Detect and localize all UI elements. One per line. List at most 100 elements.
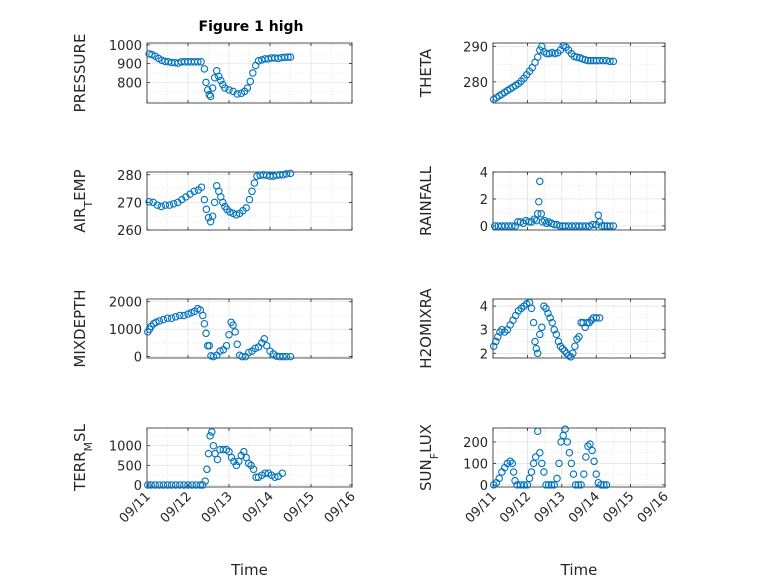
y-axis-label: THETA [417,48,435,98]
data-point [208,212,217,220]
axes-box [146,427,353,488]
data-point [249,465,258,474]
data-point [560,347,569,355]
data-point [159,315,168,324]
data-point [227,453,236,462]
data-point [494,333,502,341]
data-point [585,318,594,327]
data-point [509,468,518,476]
data-point [542,49,551,58]
data-point [163,481,172,489]
data-point [254,57,263,65]
data-point [153,201,162,209]
y-axis-label: TERRMSL [71,423,95,492]
data-point [550,220,558,229]
data-point [217,76,225,85]
data-point [194,58,202,66]
y-axis-label: AIRTEMP [71,169,95,232]
panel-h2omixra: 2 3 4 H2OMIXRA [417,288,666,369]
data-point [190,187,198,196]
markers-terr_msl [144,428,287,489]
y-tick-label: 900 [117,58,142,73]
data-point [286,53,295,61]
y-tick-label: 4 [480,166,488,181]
data-point [230,457,238,466]
data-point [555,222,564,230]
data-point [203,86,212,94]
data-point [546,314,554,322]
axes-box [492,42,666,104]
markers-pressure [145,50,295,101]
data-point [244,348,253,357]
data-point [197,58,205,66]
data-point [556,342,565,350]
data-point [552,330,561,339]
data-point [595,314,604,322]
data-point [206,432,214,440]
data-point [588,446,596,455]
data-point [180,311,188,320]
data-point [221,84,229,92]
data-point [508,222,516,230]
data-point [530,215,539,223]
data-point [200,65,209,73]
x-tick-label: 09/11 [463,489,500,526]
y-tick-label: 280 [463,76,488,91]
data-point [155,317,164,325]
markers-mixdepth [144,304,295,361]
data-point [597,481,605,489]
data-point [197,183,206,191]
data-point [511,222,520,230]
data-point [548,318,556,327]
data-point [538,459,546,468]
data-point [209,441,218,450]
markers-air_temp [145,169,295,226]
x-tick-label: 09/15 [281,489,318,526]
y-tick-label: 280 [117,169,142,184]
data-point [538,323,546,332]
y-axis-label: SUNFLUX [417,424,441,491]
y-tick-label: 2 [480,347,488,362]
data-point [229,321,237,329]
data-point [184,481,192,489]
data-point [171,481,180,489]
data-point [590,457,598,466]
data-point [589,220,597,229]
data-point [535,197,543,206]
data-point [531,337,539,346]
data-point [210,198,219,207]
grid-theta [492,43,666,103]
data-point [232,461,241,470]
y-tick-label: 800 [117,76,142,91]
data-point [281,53,289,62]
panel-pressure: 800 900 1000 PRESSURE [71,34,353,112]
data-point [238,352,246,361]
data-point [226,208,234,216]
data-point [600,481,608,489]
data-point [161,201,170,209]
data-point [282,170,291,178]
data-point [176,311,184,320]
data-point [210,73,219,82]
data-point [523,481,532,489]
data-point [582,453,590,461]
y-tick-label: 260 [117,224,142,239]
data-point [165,201,174,209]
data-point [599,56,607,65]
data-point [609,57,618,66]
y-tick-label: 1000 [109,440,142,455]
data-point [245,195,254,204]
data-point [145,198,153,206]
data-point [577,481,585,489]
data-point [151,481,159,489]
data-point [533,210,542,218]
data-point [496,328,504,336]
data-point [569,349,577,358]
y-tick-label: 100 [463,457,488,472]
data-point [547,481,556,489]
data-point [247,461,255,470]
axes-box [146,42,353,104]
y-axis-label: H2OMIXRA [417,288,435,369]
y-tick-label: 1000 [109,323,142,338]
x-tick-label: 09/16 [635,489,672,526]
